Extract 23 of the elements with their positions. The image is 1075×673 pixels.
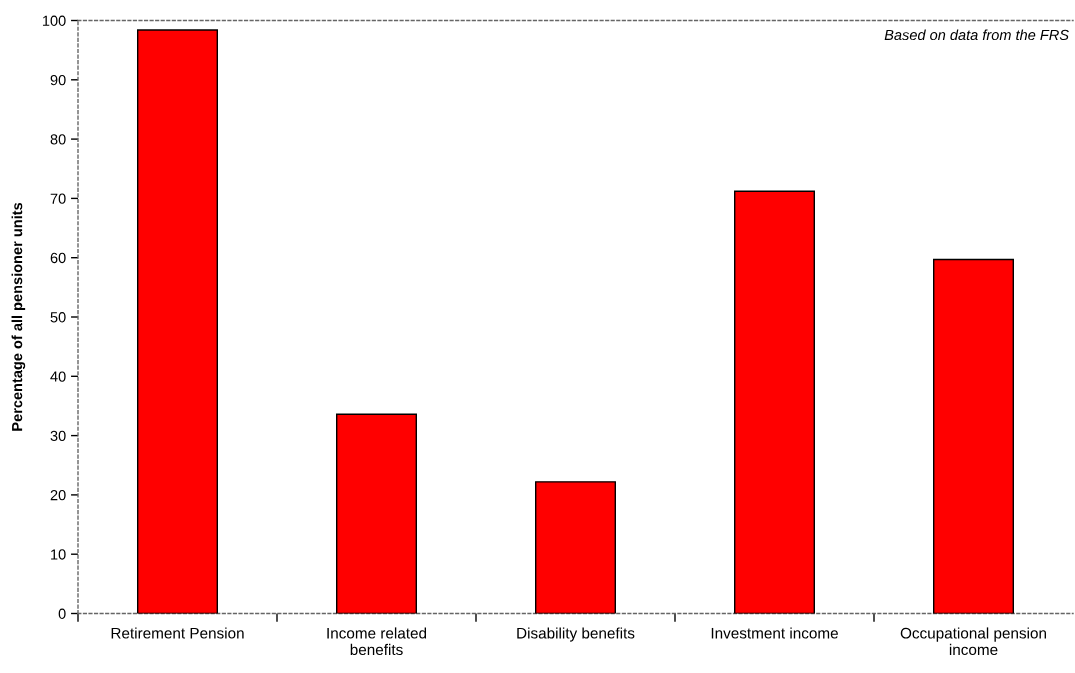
y-tick-label: 70 <box>50 193 66 204</box>
bar <box>734 190 815 614</box>
y-tick-label: 10 <box>51 549 66 560</box>
y-tick-label: 100 <box>42 15 66 26</box>
bar <box>137 29 218 614</box>
x-tick-label: Retirement Pension <box>111 627 244 639</box>
bar <box>933 258 1014 614</box>
x-tick-label: Investment income <box>711 627 838 639</box>
x-tick-label: Occupational pension income <box>900 627 1046 656</box>
y-tick-label: 50 <box>50 312 66 323</box>
y-tick-label: 60 <box>50 252 66 264</box>
y-tick-label: 20 <box>50 490 66 501</box>
y-tick-label: 80 <box>50 134 66 145</box>
bar <box>336 413 417 614</box>
y-tick-label: 90 <box>50 74 66 86</box>
y-tick-label: 40 <box>50 371 66 382</box>
y-tick-label: 30 <box>50 430 66 442</box>
bar <box>535 481 616 614</box>
y-tick-label: 0 <box>58 608 66 619</box>
x-tick-label: Disability benefits <box>517 627 635 642</box>
annotation: Based on data from the FRS <box>884 29 1069 41</box>
x-tick-label: Income related benefits <box>327 627 427 656</box>
y-axis-title: Percentage of all pensioner units <box>11 202 26 431</box>
